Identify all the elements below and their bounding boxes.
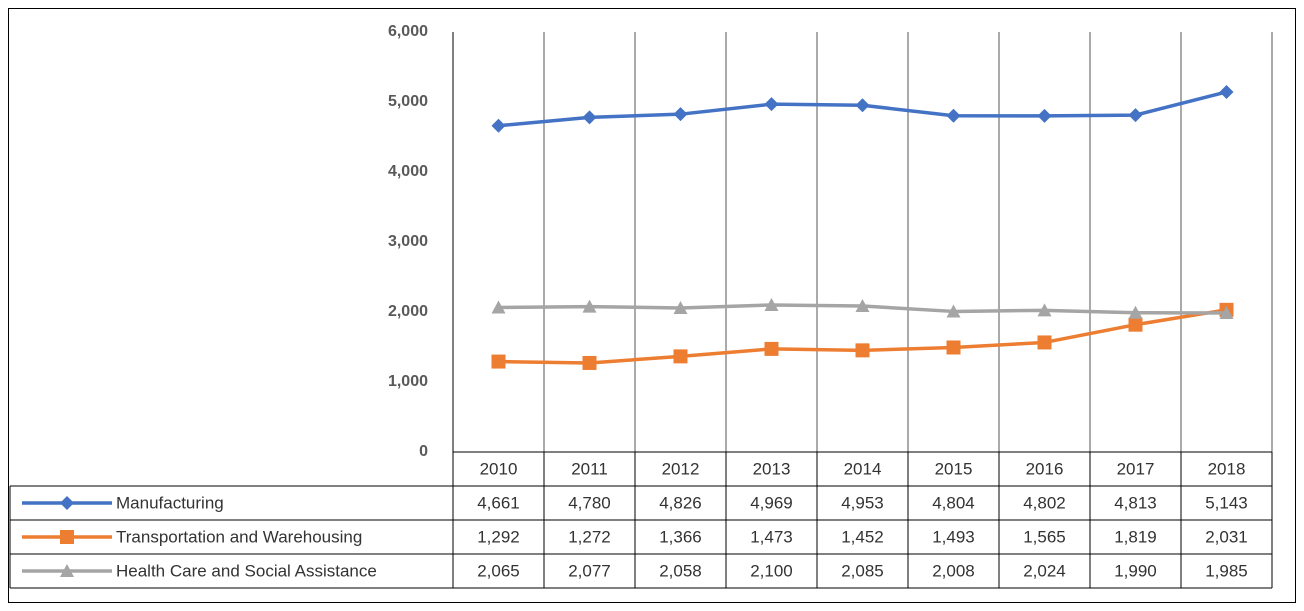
marker <box>673 300 688 314</box>
marker <box>60 530 74 544</box>
y-tick-label: 4,000 <box>388 163 428 180</box>
x-tick-label: 2013 <box>753 459 791 478</box>
x-tick-label: 2015 <box>935 459 973 478</box>
marker <box>60 564 74 577</box>
marker <box>1128 108 1143 123</box>
table-value: 2,085 <box>841 561 884 580</box>
table-value: 1,565 <box>1023 527 1066 546</box>
table-value: 2,077 <box>568 561 611 580</box>
marker <box>582 110 597 125</box>
table-value: 4,802 <box>1023 493 1066 512</box>
x-tick-label: 2014 <box>844 459 882 478</box>
marker <box>764 97 779 112</box>
marker <box>582 299 597 313</box>
marker <box>673 349 688 364</box>
marker <box>1037 335 1052 350</box>
marker <box>582 355 597 370</box>
table-value: 1,473 <box>750 527 793 546</box>
x-tick-label: 2011 <box>571 459 608 478</box>
marker <box>855 343 870 358</box>
chart-border <box>8 8 1296 603</box>
marker <box>764 341 779 356</box>
y-tick-label: 5,000 <box>388 93 428 110</box>
marker <box>1219 306 1234 320</box>
marker <box>673 107 688 122</box>
table-value: 1,366 <box>659 527 702 546</box>
table-value: 1,990 <box>1114 561 1157 580</box>
marker <box>1128 305 1143 319</box>
y-tick-label: 0 <box>419 443 428 460</box>
table-value: 2,024 <box>1023 561 1066 580</box>
marker <box>491 354 506 369</box>
marker <box>491 300 506 314</box>
marker <box>60 496 74 510</box>
table-value: 4,953 <box>841 493 884 512</box>
y-tick-label: 6,000 <box>388 23 428 40</box>
marker <box>491 118 506 133</box>
x-tick-label: 2018 <box>1208 459 1246 478</box>
marker <box>1037 108 1052 123</box>
x-tick-label: 2016 <box>1026 459 1064 478</box>
table-value: 1,985 <box>1205 561 1248 580</box>
table-value: 4,969 <box>750 493 793 512</box>
marker <box>855 98 870 113</box>
marker <box>855 299 870 313</box>
table-value: 2,058 <box>659 561 702 580</box>
table-value: 4,780 <box>568 493 611 512</box>
marker <box>764 298 779 311</box>
table-value: 4,804 <box>932 493 975 512</box>
marker <box>946 340 961 355</box>
table-value: 2,031 <box>1205 527 1248 546</box>
y-tick-label: 3,000 <box>388 233 428 250</box>
x-tick-label: 2012 <box>662 459 700 478</box>
marker <box>1037 303 1052 317</box>
legend-label: Transportation and Warehousing <box>116 527 362 546</box>
table-value: 2,065 <box>477 561 520 580</box>
y-tick-label: 1,000 <box>388 373 428 390</box>
x-tick-label: 2010 <box>480 459 518 478</box>
table-value: 5,143 <box>1205 493 1248 512</box>
marker <box>1128 317 1143 332</box>
table-value: 1,819 <box>1114 527 1157 546</box>
table-value: 4,826 <box>659 493 702 512</box>
marker <box>946 108 961 123</box>
marker <box>1219 84 1234 99</box>
table-value: 1,272 <box>568 527 611 546</box>
table-value: 4,661 <box>477 493 520 512</box>
legend-label: Manufacturing <box>116 493 224 512</box>
table-value: 1,452 <box>841 527 884 546</box>
y-tick-label: 2,000 <box>388 303 428 320</box>
marker <box>946 304 961 318</box>
table-value: 1,292 <box>477 527 520 546</box>
table-value: 1,493 <box>932 527 975 546</box>
legend-label: Health Care and Social Assistance <box>116 561 377 580</box>
x-tick-label: 2017 <box>1117 459 1155 478</box>
table-value: 4,813 <box>1114 493 1157 512</box>
table-value: 2,008 <box>932 561 975 580</box>
table-value: 2,100 <box>750 561 793 580</box>
